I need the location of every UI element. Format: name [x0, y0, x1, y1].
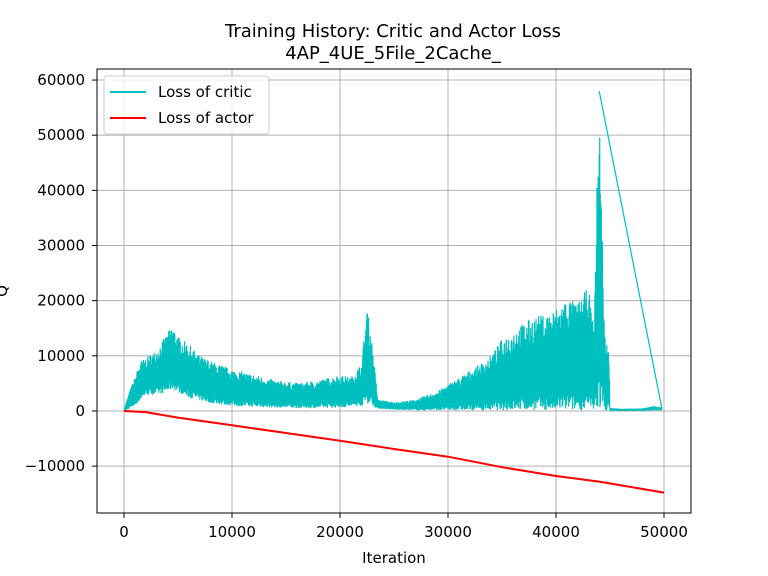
y-tick-label: 50000: [37, 126, 85, 144]
x-tick-label: 40000: [532, 523, 580, 541]
y-tick-label: 30000: [37, 236, 85, 254]
x-tick-label: 50000: [640, 523, 688, 541]
legend-box: [103, 75, 270, 135]
plot-frame: [96, 68, 692, 514]
legend-label-critic: Loss of critic: [158, 83, 252, 101]
y-axis-label: Q: [0, 285, 11, 297]
x-tick-label: 10000: [208, 523, 256, 541]
legend-label-actor: Loss of actor: [158, 109, 254, 127]
x-tick-label: 30000: [424, 523, 472, 541]
tick-layer: 0 10000 20000 30000 40000 50000 −10000 0 10000 20…: [25, 71, 688, 541]
x-tick-label: 0: [119, 523, 129, 541]
series-line-actor: [123, 410, 665, 494]
series-layer: [123, 90, 665, 494]
y-tick-label: 60000: [37, 71, 85, 89]
chart-subtitle: 4AP_4UE_5File_2Cache_: [285, 43, 502, 64]
x-axis-label: Iteration: [362, 549, 426, 567]
y-tick-label: 10000: [37, 347, 85, 365]
y-tick-label: −10000: [25, 457, 85, 475]
grid-lines: [97, 69, 691, 513]
y-tick-label: 0: [75, 402, 85, 420]
chart-title: Training History: Critic and Actor Loss: [224, 21, 561, 42]
y-tick-label: 40000: [37, 181, 85, 199]
x-tick-label: 20000: [316, 523, 364, 541]
legend: Loss of critic Loss of actor: [103, 75, 270, 135]
series-line-critic: [123, 90, 663, 412]
y-tick-label: 20000: [37, 292, 85, 310]
